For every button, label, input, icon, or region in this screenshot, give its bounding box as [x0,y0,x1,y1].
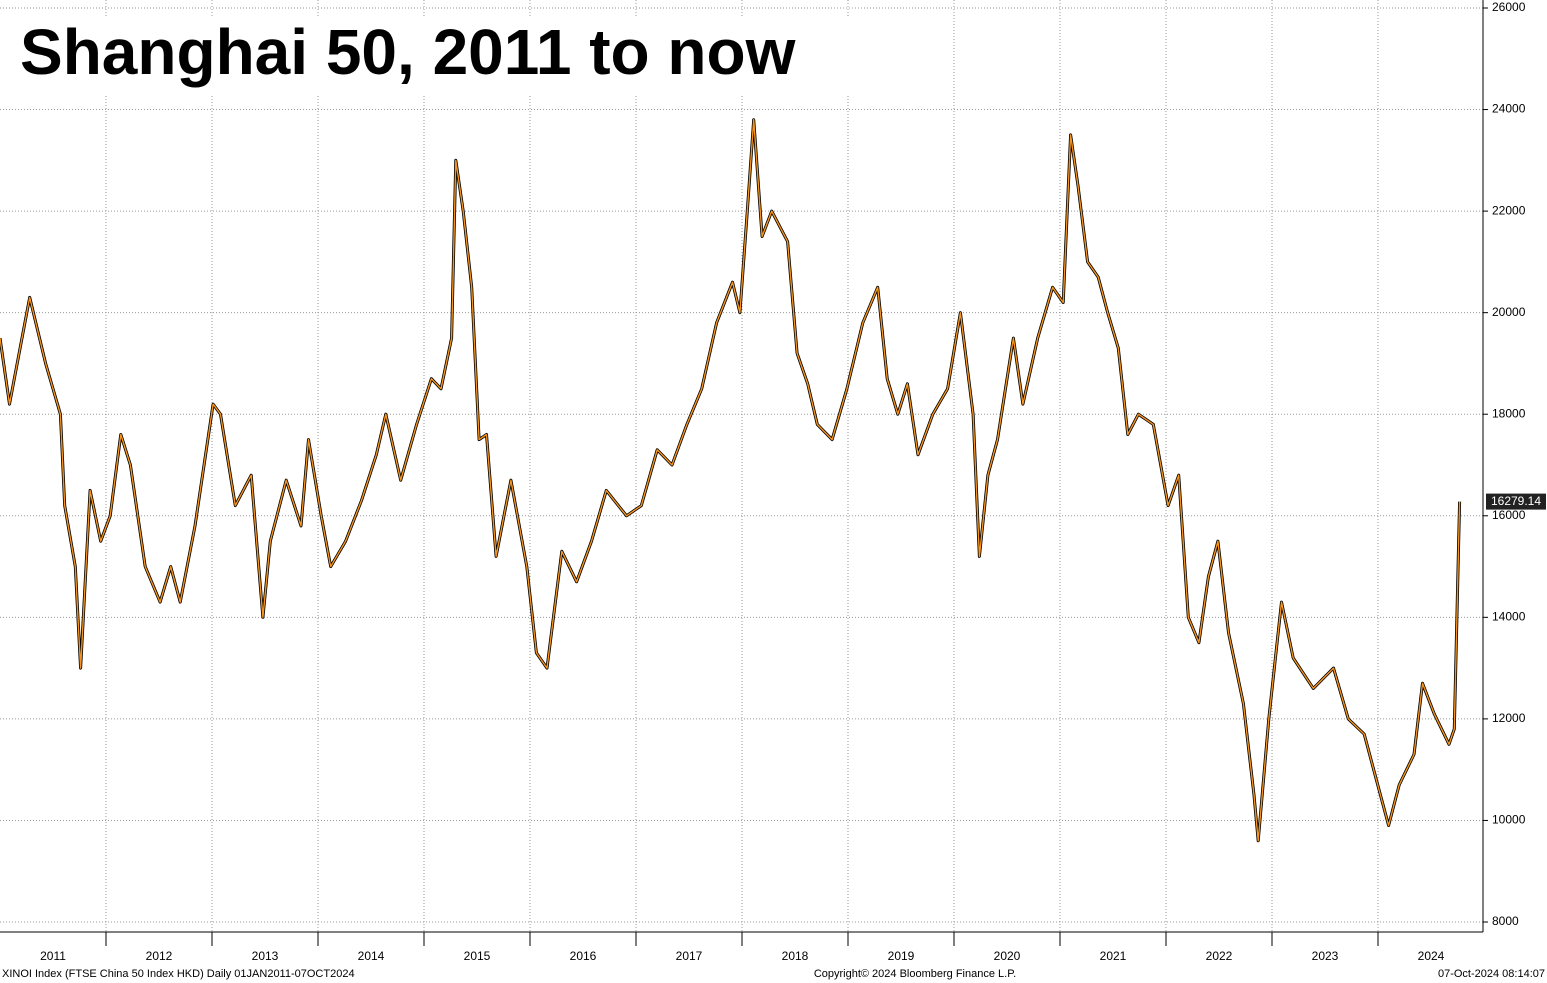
x-tick-label: 2017 [676,949,703,963]
x-tick-label: 2014 [358,949,385,963]
last-value-label: 16279.14 [1491,494,1541,508]
x-tick-label: 2012 [146,949,173,963]
y-tick-label: 10000 [1492,813,1526,827]
price-line [0,119,1461,842]
y-tick-label: 16000 [1492,508,1526,522]
y-tick-label: 24000 [1492,102,1526,116]
y-tick-label: 12000 [1492,711,1526,725]
x-tick-label: 2015 [464,949,491,963]
y-tick-label: 8000 [1492,914,1519,928]
x-tick-label: 2018 [782,949,809,963]
x-tick-label: 2020 [994,949,1021,963]
plot-layer [0,118,1462,843]
footer-right: 07-Oct-2024 08:14:07 [1438,968,1545,980]
footer-left: XINOI Index (FTSE China 50 Index HKD) Da… [2,968,355,980]
title-background [14,18,864,94]
chart-title: Shanghai 50, 2011 to now [20,16,796,88]
x-tick-label: 2021 [1100,949,1127,963]
y-tick-label: 26000 [1492,0,1526,14]
y-tick-label: 20000 [1492,305,1526,319]
y-tick-label: 22000 [1492,203,1526,217]
x-tick-label: 2022 [1206,949,1233,963]
x-tick-label: 2024 [1418,949,1445,963]
x-tick-label: 2019 [888,949,915,963]
x-tick-label: 2013 [252,949,279,963]
x-tick-label: 2023 [1312,949,1339,963]
y-tick-label: 14000 [1492,610,1526,624]
last-value-box [1486,493,1546,510]
y-tick-label: 18000 [1492,406,1526,420]
grid-layer [0,0,1483,932]
x-tick-label: 2011 [40,949,66,963]
x-tick-label: 2016 [570,949,597,963]
footer-center: Copyright© 2024 Bloomberg Finance L.P. [814,968,1016,980]
